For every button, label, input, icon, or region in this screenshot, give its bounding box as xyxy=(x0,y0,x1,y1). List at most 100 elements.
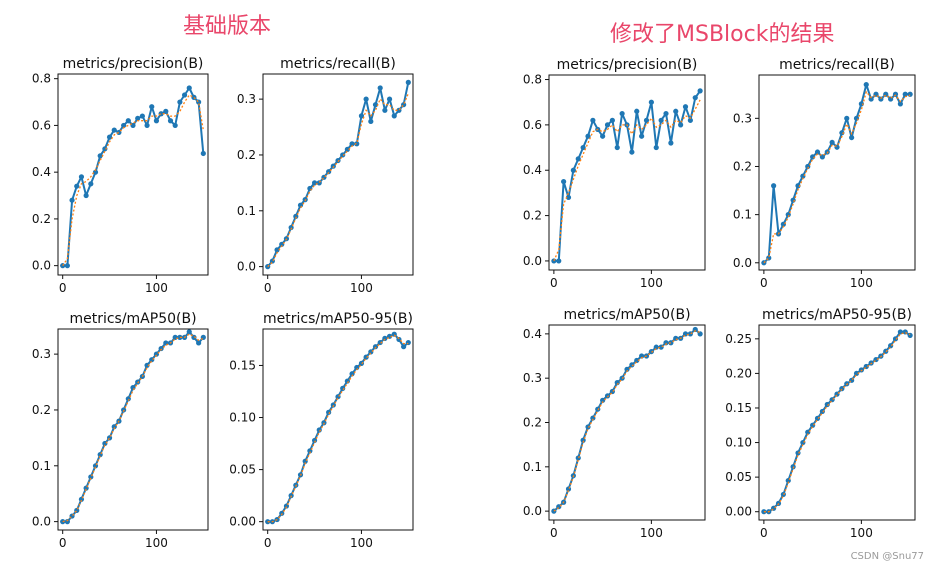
y-tick-label: 0.1 xyxy=(733,208,752,222)
x-tick-label: 0 xyxy=(264,281,272,295)
data-point xyxy=(354,141,360,147)
chart-left-map50: metrics/mAP50(B) 0.0 0.1 0.2 0.3 0 100 xyxy=(32,311,209,550)
data-point xyxy=(643,117,650,123)
chart-right-recall: metrics/recall(B) 0.0 0.1 0.2 0.3 0 100 xyxy=(733,57,916,290)
data-point xyxy=(121,122,127,129)
data-point xyxy=(682,104,689,110)
data-point xyxy=(200,150,206,157)
chart-title: metrics/mAP50(B) xyxy=(69,311,196,327)
plot-frame xyxy=(548,74,706,271)
y-tick-label: 0.2 xyxy=(32,212,51,226)
y-tick-label: 0.4 xyxy=(523,327,542,341)
data-point xyxy=(805,429,811,435)
plot-frame xyxy=(758,324,916,521)
y-tick-label: 0.0 xyxy=(523,504,542,518)
y-tick-label: 0.8 xyxy=(523,73,542,87)
y-tick-label: 0.0 xyxy=(523,254,542,268)
x-tick-label: 100 xyxy=(640,526,663,540)
data-point xyxy=(619,110,625,117)
data-point xyxy=(556,258,562,264)
x-tick-label: 0 xyxy=(59,536,67,550)
data-point xyxy=(575,455,581,461)
data-point xyxy=(849,134,855,141)
data-point xyxy=(795,183,801,189)
data-point xyxy=(653,144,659,151)
data-point xyxy=(386,96,393,102)
data-point xyxy=(580,437,586,443)
data-point xyxy=(88,181,94,187)
x-tick-label: 100 xyxy=(350,281,373,295)
data-point xyxy=(377,85,383,91)
data-point xyxy=(819,408,825,415)
data-point xyxy=(604,122,611,128)
data-point xyxy=(158,345,164,352)
data-point xyxy=(106,134,113,140)
data-point xyxy=(634,357,640,364)
y-tick-label: 0.05 xyxy=(725,470,752,484)
data-point xyxy=(401,344,407,350)
data-point xyxy=(878,96,884,102)
smooth-line xyxy=(763,90,911,264)
data-point xyxy=(316,427,322,433)
data-point xyxy=(604,393,611,399)
x-tick-label: 0 xyxy=(760,526,768,540)
data-point xyxy=(172,122,178,129)
data-point xyxy=(902,91,908,97)
data-point xyxy=(609,117,615,123)
smooth-line xyxy=(267,93,409,268)
data-point xyxy=(814,415,821,421)
data-point xyxy=(585,133,591,139)
data-point xyxy=(363,96,369,102)
chart-title: metrics/precision(B) xyxy=(63,56,204,72)
x-tick-label: 0 xyxy=(550,526,558,540)
data-point xyxy=(60,519,66,525)
data-point xyxy=(181,92,188,98)
chart-left-precision: metrics/precision(B) 0.0 0.2 0.4 0.6 0.8 0 100 xyxy=(32,56,209,295)
data-point xyxy=(892,91,899,97)
chart-right-precision: metrics/precision(B) 0.0 0.2 0.4 0.6 0.8 0 100 xyxy=(523,57,706,290)
y-tick-label: 0.00 xyxy=(725,505,752,519)
y-tick-label: 0.3 xyxy=(733,111,752,125)
data-point xyxy=(629,149,635,155)
chart-left-map50-95: metrics/mAP50-95(B) 0.00 0.05 0.10 0.15 0 100 xyxy=(229,311,414,550)
data-point xyxy=(600,133,606,139)
data-point xyxy=(888,343,894,349)
data-point xyxy=(191,334,197,340)
data-point xyxy=(144,362,150,368)
x-tick-label: 100 xyxy=(640,276,663,290)
data-point xyxy=(265,264,271,270)
data-point xyxy=(274,247,280,253)
y-tick-label: 0.3 xyxy=(32,347,51,361)
chart-title: metrics/recall(B) xyxy=(779,57,895,73)
data-point xyxy=(648,99,654,105)
data-point xyxy=(372,344,379,350)
data-point xyxy=(580,144,586,151)
x-tick-label: 100 xyxy=(145,281,168,295)
data-point xyxy=(74,183,80,189)
data-point xyxy=(335,157,341,164)
data-point xyxy=(639,353,645,359)
x-tick-label: 100 xyxy=(145,536,168,550)
data-point xyxy=(663,340,669,346)
watermark: CSDN @Snu77 xyxy=(850,551,924,562)
data-point xyxy=(307,185,313,192)
y-tick-label: 0.0 xyxy=(733,256,752,270)
chart-title: metrics/mAP50-95(B) xyxy=(263,311,413,327)
y-tick-label: 0.3 xyxy=(523,371,542,385)
data-point xyxy=(868,96,874,102)
y-tick-label: 0.15 xyxy=(725,401,752,415)
data-point xyxy=(344,146,350,152)
data-point xyxy=(177,99,183,105)
data-point xyxy=(590,117,596,123)
chart-title: metrics/recall(B) xyxy=(280,56,396,72)
x-tick-label: 0 xyxy=(59,281,67,295)
data-point xyxy=(106,435,113,441)
data-point xyxy=(64,263,70,269)
data-point xyxy=(551,258,557,264)
data-point xyxy=(186,85,192,91)
data-point xyxy=(829,139,835,146)
y-tick-label: 0.05 xyxy=(229,463,256,477)
data-point xyxy=(368,118,374,125)
chart-title: metrics/mAP50-95(B) xyxy=(762,307,912,323)
y-tick-label: 0.4 xyxy=(32,165,51,179)
